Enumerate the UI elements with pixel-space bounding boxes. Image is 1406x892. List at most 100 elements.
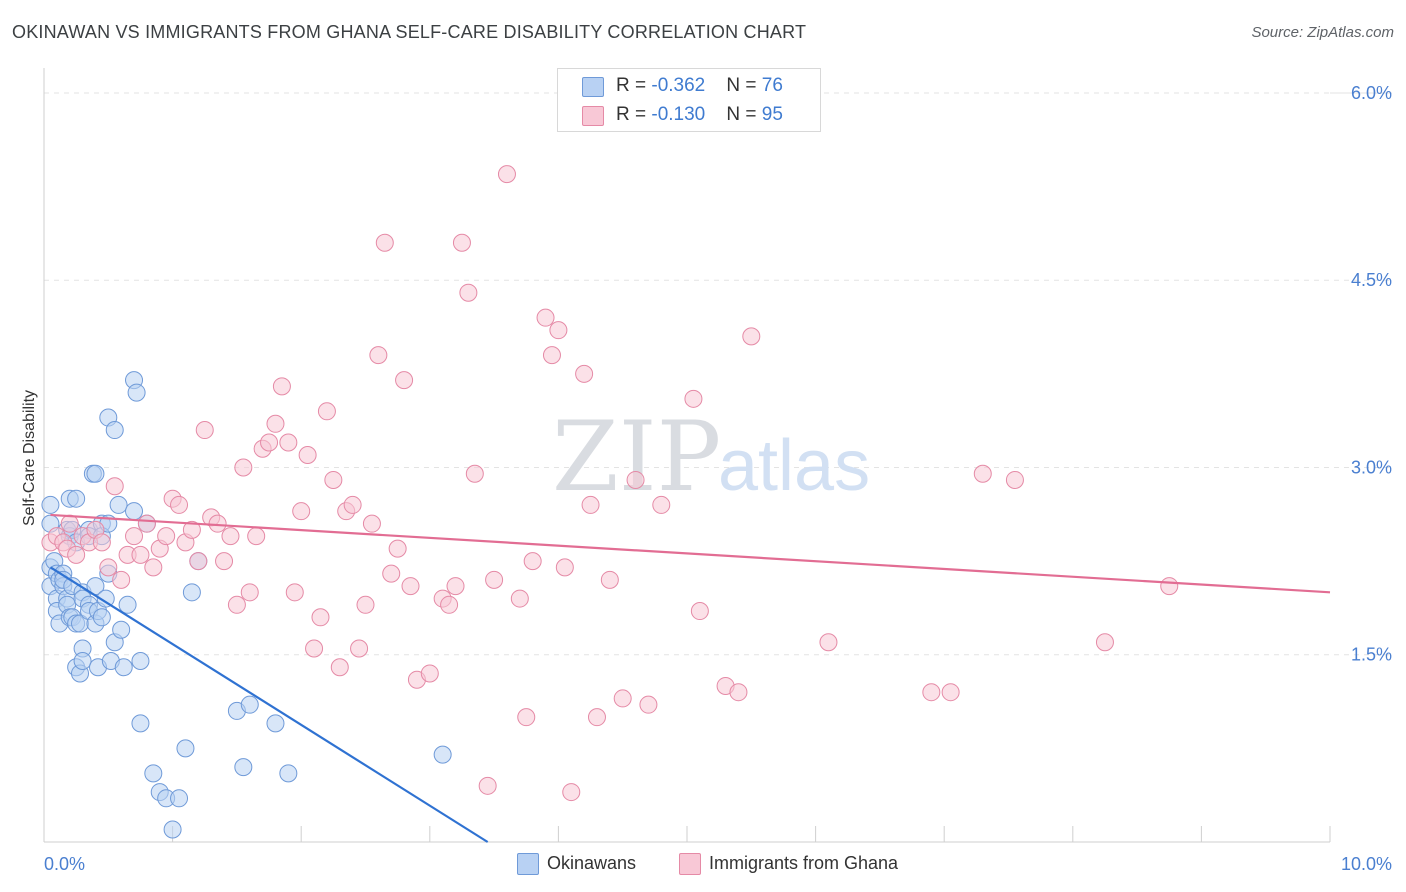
ghana-point: [1005, 470, 1024, 489]
chart-title: OKINAWAN VS IMMIGRANTS FROM GHANA SELF-C…: [12, 22, 807, 42]
ghana-point: [292, 502, 311, 521]
ghana-point: [382, 564, 401, 583]
ghana-point: [497, 165, 516, 184]
ghana-point: [247, 527, 266, 546]
ghana-point: [105, 477, 124, 496]
x-tick-label: 0.0%: [44, 854, 85, 874]
ghana-point: [1160, 577, 1179, 596]
gridlines: [44, 92, 1392, 656]
okinawans-point: [163, 820, 182, 839]
ghana-point: [729, 683, 748, 702]
y-tick-label: 4.5%: [1351, 270, 1392, 290]
ghana-point: [575, 364, 594, 383]
ghana-point: [240, 583, 259, 602]
n-value: 76: [761, 75, 783, 96]
ghana-point: [362, 514, 381, 533]
tick-labels: 1.5% 3.0% 4.5% 6.0% 0.0% 10.0%: [44, 83, 1392, 874]
ghana-point: [973, 464, 992, 483]
okinawans-point: [109, 495, 128, 514]
ghana-point: [478, 776, 497, 795]
ghana-point: [112, 570, 131, 589]
ghana-trend-line: [50, 513, 1331, 594]
okinawans-point: [176, 739, 195, 758]
okinawans-point: [118, 595, 137, 614]
ghana-point: [317, 402, 336, 421]
ghana-point: [626, 470, 645, 489]
ghana-point: [420, 664, 439, 683]
ghana-point: [215, 552, 234, 571]
ghana-point: [742, 327, 761, 346]
ghana-point: [195, 421, 214, 440]
chart-source: Source: ZipAtlas.com: [1251, 24, 1394, 41]
okinawans-point: [279, 764, 298, 783]
ghana-point: [92, 533, 111, 552]
ghana-point: [485, 570, 504, 589]
ghana-point: [272, 377, 291, 396]
y-tick-label: 3.0%: [1351, 457, 1392, 477]
trend-lines: [49, 513, 1331, 843]
ghana-point: [279, 433, 298, 452]
ghana-point: [452, 233, 471, 252]
okinawans-point: [182, 583, 201, 602]
n-label: N =: [726, 75, 762, 96]
okinawans-swatch: [582, 77, 604, 97]
ghana-point: [221, 527, 240, 546]
r-value: -0.130: [651, 104, 706, 125]
ghana-point: [652, 495, 671, 514]
ghana-point: [234, 458, 253, 477]
ghana-point: [542, 346, 561, 365]
x-tick-label: 10.0%: [1341, 854, 1392, 874]
ghana-point: [690, 602, 709, 621]
ghana-point: [941, 683, 960, 702]
ghana-legend-swatch: [679, 853, 701, 875]
ghana-point: [305, 639, 324, 658]
ghana-point: [517, 708, 536, 727]
ghana-point: [562, 783, 581, 802]
ghana-point: [260, 433, 279, 452]
ghana-swatch: [582, 106, 604, 126]
ghana-point: [330, 658, 349, 677]
okinawans-point: [433, 745, 452, 764]
okinawans-point: [41, 495, 60, 514]
stats-row-okinawans: R = -0.362 N = 76: [558, 71, 820, 101]
ghana-point: [465, 464, 484, 483]
stats-row-ghana: R = -0.130 N = 95: [558, 100, 820, 130]
ghana-point: [182, 520, 201, 539]
ghana-point: [388, 539, 407, 558]
ghana-point: [555, 558, 574, 577]
ghana-point: [99, 558, 118, 577]
ghana-point: [369, 346, 388, 365]
ghana-point: [446, 577, 465, 596]
okinawans-point: [144, 764, 163, 783]
okinawans-point: [170, 789, 189, 808]
ghana-point: [144, 558, 163, 577]
ghana-point: [157, 527, 176, 546]
okinawans-point: [73, 651, 92, 670]
legend-label: Okinawans: [547, 853, 637, 873]
ghana-point: [395, 371, 414, 390]
okinawans-point: [131, 651, 150, 670]
ghana-point: [324, 470, 343, 489]
okinawans-point: [86, 464, 105, 483]
ghana-point: [523, 552, 542, 571]
okinawans-point: [105, 421, 124, 440]
ghana-point: [137, 514, 156, 533]
ghana-point: [350, 639, 369, 658]
r-label: R =: [616, 75, 652, 96]
data-points: [41, 165, 1179, 839]
ghana-point: [600, 570, 619, 589]
y-axis-label: Self-Care Disability: [21, 390, 38, 526]
ghana-point: [684, 389, 703, 408]
ghana-point: [60, 514, 79, 533]
ghana-point: [819, 633, 838, 652]
legend-label: Immigrants from Ghana: [709, 853, 899, 873]
okinawans-point: [131, 714, 150, 733]
ghana-point: [1095, 633, 1114, 652]
okinawans-trend-line: [49, 566, 489, 843]
r-value: -0.362: [651, 75, 706, 96]
okinawans-point: [127, 383, 146, 402]
ghana-point: [343, 495, 362, 514]
y-tick-label: 1.5%: [1351, 645, 1392, 665]
okinawans-point: [266, 714, 285, 733]
